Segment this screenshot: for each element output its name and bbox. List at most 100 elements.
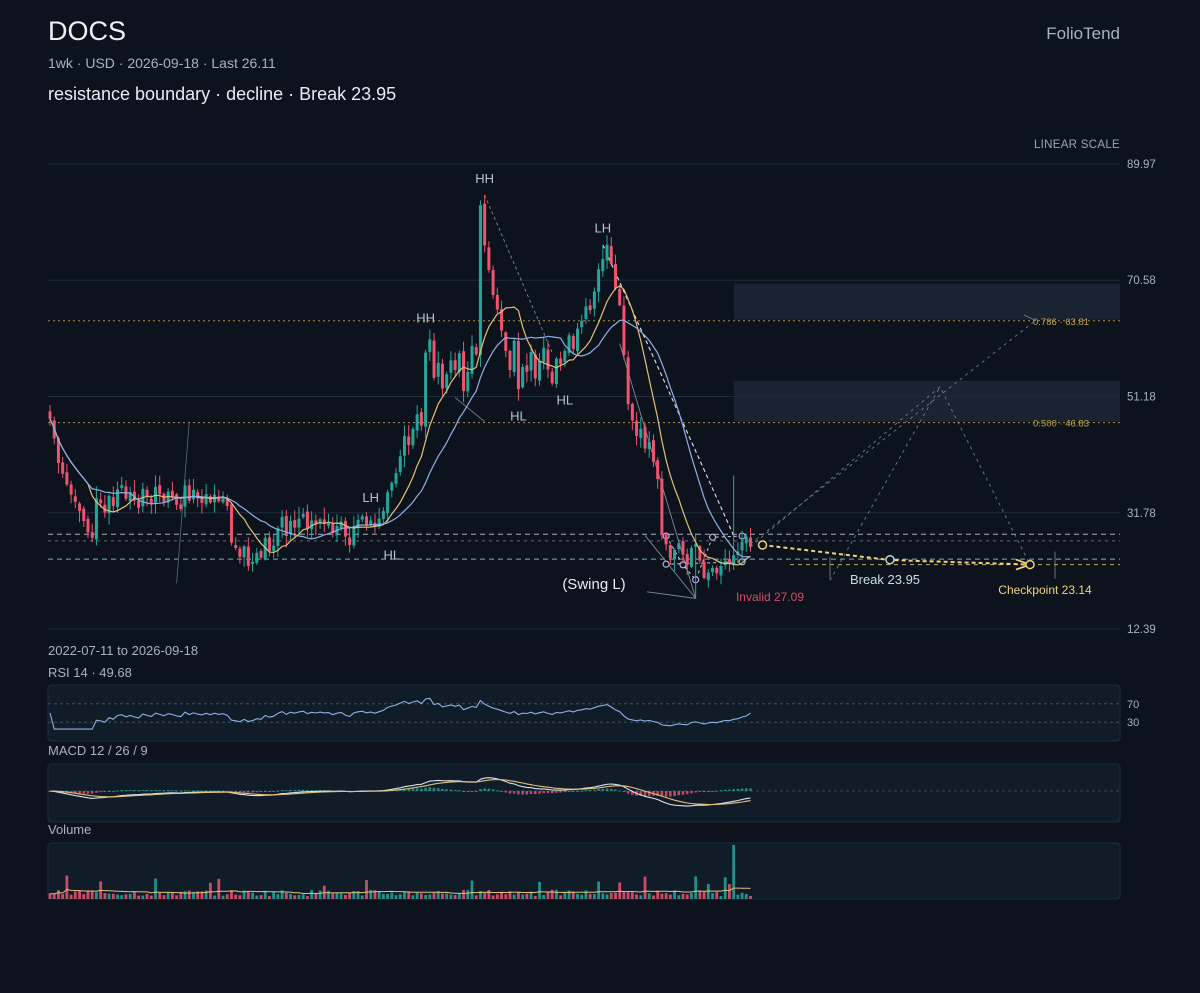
swing-label: HL (510, 409, 527, 424)
candle (664, 532, 668, 551)
volume-bar (386, 893, 389, 899)
volume-bar (65, 875, 69, 899)
volume-bar (706, 884, 710, 899)
candle-body (242, 546, 246, 558)
macd-panel (47, 763, 1121, 823)
volume-ma-line (49, 887, 751, 895)
candle (94, 486, 98, 546)
macd-histogram-bar (183, 790, 187, 792)
volume-bar (149, 895, 153, 899)
volume-bar (483, 893, 487, 899)
candle (242, 544, 246, 567)
candle-body (331, 523, 335, 534)
volume-bar (90, 891, 94, 899)
scale-mode-label[interactable]: LINEAR SCALE (1033, 139, 1120, 151)
candle (698, 544, 702, 564)
volume-bar (415, 892, 419, 899)
invalid-label: Invalid 27.09 (736, 590, 804, 604)
candle-body (107, 495, 111, 514)
volume-bar (196, 891, 200, 899)
candle (542, 336, 546, 370)
candle-body (495, 294, 499, 310)
candle (327, 513, 331, 529)
macd-histogram-bar (656, 791, 659, 796)
candle-body (103, 504, 107, 513)
swing-low-label: (Swing L) (562, 576, 625, 593)
chart-subtitle: resistance boundary · decline · Break 23… (48, 84, 397, 104)
candle-body (533, 354, 537, 379)
candle-body (580, 320, 584, 328)
macd-histogram-bar (449, 789, 453, 791)
candle (419, 407, 423, 431)
candle-body (272, 545, 276, 551)
candle-body (267, 537, 271, 552)
candle-body (466, 371, 470, 392)
macd-histogram-bar (749, 788, 752, 791)
volume-bar (555, 889, 558, 899)
candle-body (137, 500, 141, 508)
candle (246, 537, 250, 571)
volume-bar (73, 891, 77, 899)
candle-body (689, 548, 693, 567)
macd-histogram-bar (504, 791, 508, 793)
macd-histogram-bar (593, 789, 596, 791)
candle (681, 537, 685, 564)
volume-bar (407, 891, 411, 899)
candle (449, 351, 453, 380)
candle (639, 417, 643, 448)
candle-body (440, 363, 444, 389)
candle (238, 546, 242, 564)
macd-histogram-bar (314, 790, 318, 792)
volume-bar (238, 895, 242, 899)
candle-body (183, 485, 187, 507)
candle-body (445, 374, 449, 389)
volume-bar (673, 890, 676, 899)
candle-body (339, 521, 343, 529)
volume-bar (605, 894, 609, 899)
candle (630, 402, 634, 431)
volume-bar (474, 895, 478, 899)
forecast-start-marker (757, 540, 768, 550)
candle (381, 507, 385, 525)
candle (432, 332, 436, 381)
volume-bar (567, 890, 571, 899)
candle-body (529, 352, 533, 371)
macd-histogram-bar (563, 791, 567, 793)
volume-bar (740, 892, 744, 899)
candle-body (449, 360, 453, 373)
macd-histogram-bar (643, 791, 647, 797)
volume-bar (517, 891, 520, 899)
macd-histogram-bar (230, 791, 233, 792)
volume-bar (192, 891, 195, 899)
candle-body (61, 462, 65, 474)
macd-label: MACD 12 / 26 / 9 (48, 743, 148, 758)
candle-body (719, 566, 723, 576)
macd-histogram-bar (732, 789, 735, 791)
macd-histogram-bar (584, 790, 588, 792)
volume-bar (685, 894, 689, 899)
volume-bar (82, 894, 86, 899)
volume-bar (470, 880, 474, 899)
candle-body (681, 541, 685, 555)
candle-body (474, 347, 478, 355)
volume-bar (428, 894, 432, 899)
candle (723, 549, 727, 570)
candle-body (554, 358, 558, 385)
volume-bar (306, 896, 309, 899)
candle (217, 489, 221, 504)
macd-histogram-bar (673, 791, 676, 797)
candle-body (145, 489, 149, 498)
candle-body (491, 269, 495, 296)
macd-histogram-bar (285, 790, 288, 792)
candle-body (132, 491, 136, 501)
volume-bar (48, 893, 52, 899)
candle (689, 545, 693, 569)
macd-histogram-bar (154, 789, 157, 791)
candle (251, 552, 255, 573)
candle-body (200, 497, 204, 504)
macd-histogram-bar (69, 791, 73, 794)
macd-histogram-bar (255, 791, 259, 793)
candle-body (356, 519, 360, 528)
candle-body (234, 545, 238, 549)
